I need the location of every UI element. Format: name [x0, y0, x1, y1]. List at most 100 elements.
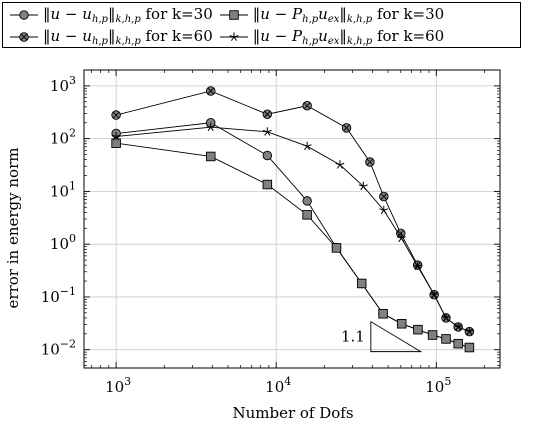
star-stroke [306, 144, 312, 147]
grid-lines [84, 70, 500, 368]
data-point [341, 123, 352, 133]
y-tick-label: 10−1 [41, 285, 76, 306]
legend-entry: ‖u − Ph,puex‖k,h,p for k=30 [219, 5, 444, 25]
y-tick-label: 102 [50, 127, 76, 148]
data-point [302, 141, 312, 151]
square-marker [302, 210, 312, 220]
star-stroke [111, 134, 117, 137]
legend-marker [229, 10, 239, 20]
star-stroke [113, 136, 117, 141]
circle-legend-icon [10, 10, 38, 20]
slope-triangle [370, 320, 423, 353]
star-stroke [339, 164, 343, 169]
cross-stroke [343, 124, 350, 132]
star-stroke [453, 325, 459, 328]
data-point [464, 327, 474, 336]
y-tick-label: 10−2 [41, 338, 76, 359]
square-marker [453, 338, 463, 349]
star-stroke [230, 36, 235, 41]
star-stroke [417, 266, 421, 271]
star-stroke [379, 208, 384, 211]
series-4 [111, 122, 474, 336]
star-stroke [233, 36, 237, 41]
star-stroke [115, 136, 120, 141]
data-point [356, 278, 367, 289]
y-tick-label: 101 [50, 179, 76, 200]
legend-marker [229, 32, 239, 41]
legend-marker [19, 32, 29, 42]
legend-entry: ‖u − Ph,puex‖k,h,p for k=60 [219, 27, 444, 47]
star-stroke [431, 294, 435, 299]
data-point [302, 196, 312, 206]
square-marker [229, 10, 239, 20]
data-point [262, 150, 273, 161]
star-stroke [336, 164, 341, 169]
square-marker [111, 138, 121, 148]
star-stroke [469, 329, 474, 333]
star-legend-icon [219, 32, 248, 41]
legend-label: ‖u − uh,p‖k,h,p for k=60 [43, 27, 213, 47]
cross-stroke [397, 230, 405, 237]
data-point [413, 324, 423, 335]
series-2 [111, 138, 475, 353]
star-stroke [441, 316, 447, 319]
legend-label: ‖u − Ph,puex‖k,h,p for k=60 [252, 27, 445, 47]
circle-marker [19, 10, 29, 20]
legend-marker [19, 10, 29, 20]
legend-row-k60: ‖u − uh,p‖k,h,p for k=60 ‖u − Ph,puex‖k,h… [3, 26, 444, 48]
cross-stroke [264, 110, 271, 118]
legend-label: ‖u − Ph,puex‖k,h,p for k=30 [252, 5, 445, 25]
axes [83, 69, 501, 369]
star-stroke [360, 186, 364, 191]
data-point [427, 330, 438, 340]
star-stroke [229, 35, 234, 38]
plot-frame [83, 69, 501, 369]
star-stroke [445, 317, 450, 322]
data-point [205, 86, 216, 96]
circle-x-legend-icon [10, 32, 38, 42]
square-marker [441, 334, 451, 344]
series-3 [111, 86, 475, 337]
star-stroke [429, 292, 435, 296]
star-stroke [417, 264, 423, 267]
star-stroke [401, 236, 406, 239]
data-point [111, 110, 121, 120]
star-stroke [304, 145, 308, 151]
data-point [464, 342, 475, 353]
cross-stroke [380, 193, 388, 200]
cross-stroke [112, 111, 120, 119]
series-line [116, 142, 470, 348]
x-axis-label: Number of Dofs [232, 404, 353, 422]
data-point [453, 338, 463, 349]
star-stroke [264, 131, 268, 136]
star-stroke [302, 144, 308, 147]
square-marker [427, 330, 438, 340]
star-stroke [414, 266, 419, 271]
data-point [205, 151, 216, 162]
circle-marker [262, 150, 273, 161]
star-stroke [383, 209, 387, 215]
star-stroke [306, 145, 311, 151]
data-point [111, 138, 121, 148]
star-stroke [466, 331, 470, 336]
y-tick-label: 100 [50, 232, 76, 253]
square-legend-icon [219, 10, 248, 20]
data-point [262, 179, 273, 190]
cross-stroke [20, 33, 28, 41]
star-stroke [413, 264, 418, 267]
data-point [441, 334, 451, 344]
legend-entry: ‖u − uh,p‖k,h,p for k=30 [9, 5, 213, 25]
star-stroke [233, 35, 239, 38]
star-stroke [335, 162, 341, 166]
data-point [453, 322, 463, 331]
data-point [396, 233, 406, 243]
star-stroke [433, 294, 438, 299]
star-stroke [400, 237, 405, 243]
square-marker [331, 243, 342, 253]
star-stroke [445, 316, 451, 319]
series-line [116, 126, 470, 333]
square-marker [413, 324, 423, 335]
star-stroke [210, 126, 214, 132]
series-line [116, 122, 470, 348]
legend-row-k30: ‖u − uh,p‖k,h,p for k=30 ‖u − Ph,puex‖k,h… [3, 4, 444, 26]
